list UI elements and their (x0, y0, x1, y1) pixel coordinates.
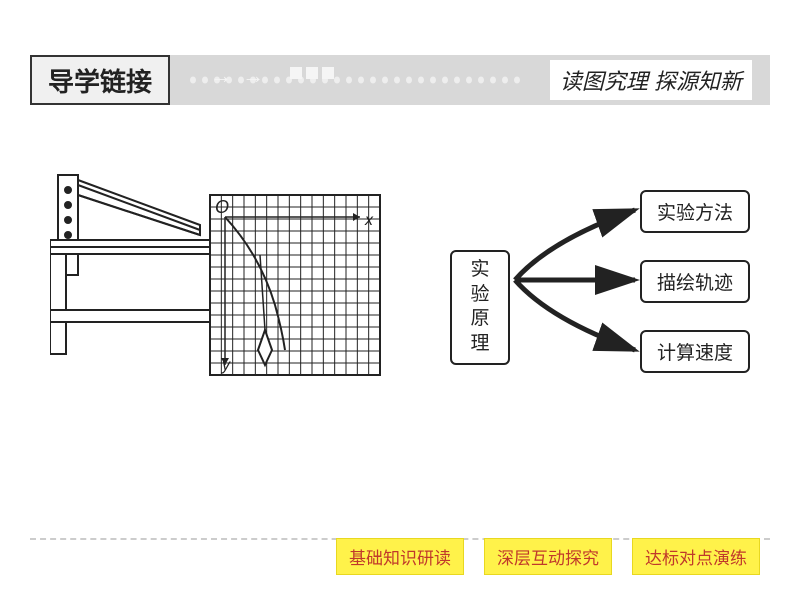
squares-decor (290, 67, 334, 79)
experiment-apparatus-diagram: O x y (50, 165, 400, 395)
x-axis-label: x (364, 212, 374, 229)
concept-child-0: 实验方法 (640, 190, 750, 233)
content-area: O x y 实验原理 实验方法 描绘轨迹 计算速度 (50, 150, 750, 410)
bottom-tabs: 基础知识研读 深层互动探究 达标对点演练 (336, 538, 760, 575)
concept-child-2: 计算速度 (640, 330, 750, 373)
concept-root: 实验原理 (450, 250, 510, 365)
page-title: 导学链接 (30, 55, 170, 105)
header-bar: → → 导学链接 读图究理 探源知新 (30, 55, 770, 105)
tab-practice[interactable]: 达标对点演练 (632, 538, 760, 575)
origin-label: O (215, 197, 229, 217)
concept-child-1: 描绘轨迹 (640, 260, 750, 303)
page-subtitle: 读图究理 探源知新 (550, 60, 752, 100)
tab-deep[interactable]: 深层互动探究 (484, 538, 612, 575)
tab-basics[interactable]: 基础知识研读 (336, 538, 464, 575)
concept-arrows (510, 200, 650, 360)
concept-map: 实验原理 实验方法 描绘轨迹 计算速度 (450, 180, 750, 380)
arrows-decor: → → (210, 63, 266, 89)
